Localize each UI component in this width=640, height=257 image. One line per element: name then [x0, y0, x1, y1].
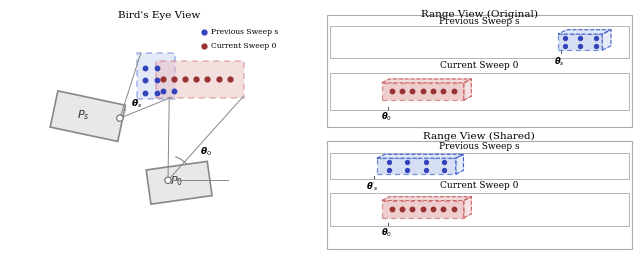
- Polygon shape: [377, 154, 463, 158]
- Text: Bird's Eye View: Bird's Eye View: [118, 11, 200, 20]
- FancyBboxPatch shape: [381, 83, 463, 100]
- Polygon shape: [50, 91, 125, 141]
- Text: Range View (Shared): Range View (Shared): [424, 132, 535, 141]
- Polygon shape: [381, 79, 471, 83]
- FancyBboxPatch shape: [558, 34, 602, 50]
- Polygon shape: [456, 154, 463, 174]
- Polygon shape: [381, 197, 471, 200]
- Text: $\boldsymbol{\theta}'_s$: $\boldsymbol{\theta}'_s$: [366, 180, 379, 192]
- Text: $\boldsymbol{\theta}_s$: $\boldsymbol{\theta}_s$: [554, 56, 565, 68]
- FancyBboxPatch shape: [381, 200, 463, 218]
- Text: Current Sweep 0: Current Sweep 0: [440, 61, 518, 70]
- Text: $\boldsymbol{\theta}_0$: $\boldsymbol{\theta}_0$: [381, 227, 392, 239]
- FancyBboxPatch shape: [156, 61, 244, 98]
- Text: $\boldsymbol{\theta}_s$: $\boldsymbol{\theta}_s$: [131, 97, 143, 109]
- Text: Range View (Original): Range View (Original): [421, 10, 538, 19]
- Circle shape: [116, 115, 123, 121]
- Text: $\boldsymbol{\theta}_0$: $\boldsymbol{\theta}_0$: [381, 111, 392, 123]
- Circle shape: [164, 177, 172, 183]
- FancyBboxPatch shape: [137, 53, 175, 99]
- Text: $\mathit{P}_0$: $\mathit{P}_0$: [170, 175, 183, 188]
- Polygon shape: [146, 161, 212, 204]
- Text: Current Sweep 0: Current Sweep 0: [211, 42, 276, 50]
- Text: Current Sweep 0: Current Sweep 0: [440, 181, 518, 190]
- Polygon shape: [602, 30, 611, 50]
- FancyBboxPatch shape: [326, 15, 632, 127]
- FancyBboxPatch shape: [377, 158, 456, 174]
- Text: $\mathit{P}_s$: $\mathit{P}_s$: [77, 108, 89, 122]
- FancyBboxPatch shape: [330, 193, 629, 226]
- Polygon shape: [463, 197, 471, 218]
- Polygon shape: [558, 30, 611, 34]
- FancyBboxPatch shape: [326, 141, 632, 249]
- Text: Previous Sweep s: Previous Sweep s: [211, 28, 278, 36]
- Text: $\boldsymbol{\theta}_0$: $\boldsymbol{\theta}_0$: [200, 146, 212, 158]
- FancyBboxPatch shape: [330, 153, 629, 179]
- Text: Previous Sweep s: Previous Sweep s: [439, 17, 520, 26]
- Polygon shape: [463, 79, 471, 100]
- Text: Previous Sweep s: Previous Sweep s: [439, 142, 520, 151]
- FancyBboxPatch shape: [330, 73, 629, 110]
- FancyBboxPatch shape: [330, 26, 629, 58]
